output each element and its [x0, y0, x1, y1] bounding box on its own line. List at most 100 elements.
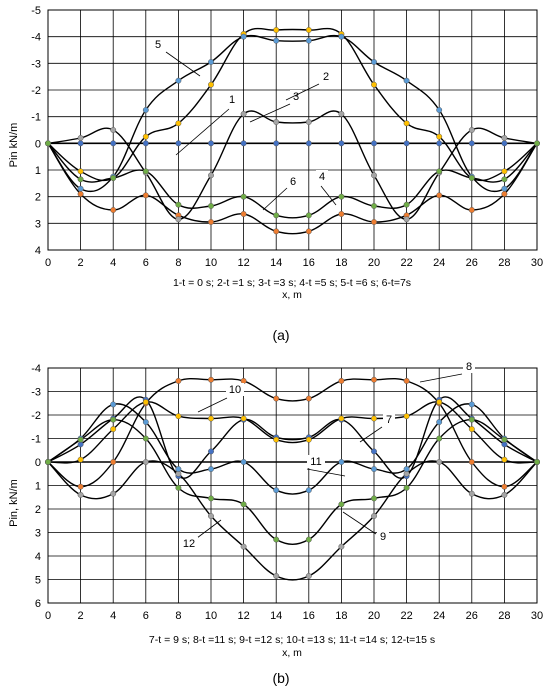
data-point-4 [403, 120, 410, 127]
annotation-background [316, 170, 328, 183]
data-point-4 [175, 120, 182, 127]
series-line-10 [47, 401, 538, 464]
x-axis-label-b: x, m [282, 647, 302, 659]
data-point-2 [142, 192, 149, 199]
data-point-9 [240, 543, 247, 550]
data-point-9 [436, 459, 443, 465]
annotation-leader [175, 108, 230, 156]
data-point-8 [501, 483, 508, 490]
data-point-5 [273, 37, 280, 44]
data-point-5 [501, 185, 508, 192]
series-line-9 [47, 460, 538, 581]
data-point-9 [371, 513, 377, 519]
x-tick-label: 12 [237, 257, 249, 269]
data-point-3 [273, 119, 280, 125]
data-point-6 [338, 193, 345, 200]
x-tick-label: 20 [368, 610, 380, 622]
data-point-1 [468, 140, 475, 147]
annotation-leader [262, 187, 288, 211]
annotation-background [377, 530, 389, 543]
plot-frame [47, 9, 538, 251]
x-tick-label: 26 [466, 610, 478, 622]
annotation-leader [342, 511, 377, 535]
data-point-6 [468, 175, 475, 181]
series-line-12 [47, 418, 538, 545]
annotation-background [383, 413, 395, 426]
data-point-12 [468, 416, 475, 423]
data-point-1 [110, 140, 117, 147]
data-point-1 [240, 140, 247, 147]
y-tick-label: -1 [31, 112, 41, 124]
series-line-5 [47, 34, 538, 193]
data-point-1 [305, 140, 312, 147]
x-tick-label: 14 [270, 610, 282, 622]
x-tick-label: 4 [110, 610, 116, 622]
data-point-12 [534, 459, 540, 465]
data-point-3 [403, 216, 410, 223]
data-point-4 [273, 27, 280, 33]
series-line-8 [47, 378, 538, 488]
data-point-4 [501, 168, 508, 175]
annotation-label: 9 [380, 531, 386, 543]
data-point-1 [273, 140, 280, 147]
data-point-2 [273, 228, 280, 235]
y-tick-label: -2 [31, 410, 41, 422]
y-tick-label: -4 [31, 363, 41, 375]
x-tick-label: 14 [270, 257, 282, 269]
x-tick-label: 2 [78, 257, 84, 269]
data-point-1 [208, 140, 214, 147]
y-tick-label: 0 [35, 457, 41, 469]
y-tick-label: -3 [31, 58, 41, 70]
data-point-6 [371, 203, 377, 209]
annotation-label: 10 [229, 384, 241, 396]
data-point-2 [436, 192, 443, 199]
data-point-2 [305, 228, 312, 235]
data-point-5 [305, 37, 312, 44]
y-tick-label: 1 [35, 481, 41, 493]
data-point-3 [305, 119, 312, 125]
y-tick-label: -2 [31, 85, 41, 97]
y-tick-label: 4 [35, 245, 41, 257]
annotation-background [226, 93, 238, 106]
data-point-6 [77, 176, 84, 183]
x-tick-label: 12 [237, 610, 249, 622]
x-tick-label: 18 [335, 257, 347, 269]
y-tick-labels-a: -5 -4 -3 -2 -1 0 1 2 3 4 [31, 5, 41, 257]
data-point-10 [77, 456, 84, 463]
data-point-2 [77, 191, 84, 197]
data-point-2 [468, 207, 475, 213]
data-point-6 [142, 168, 149, 175]
data-point-3 [77, 135, 84, 141]
data-point-8 [77, 483, 84, 490]
data-point-10 [240, 415, 247, 422]
data-point-4 [371, 81, 377, 88]
data-point-8 [175, 377, 182, 384]
x-tick-label: 18 [335, 610, 347, 622]
data-point-10 [175, 413, 182, 420]
data-point-11 [436, 419, 443, 425]
x-tick-labels-a: 0 2 4 6 8 10 12 14 16 18 20 22 24 26 28 30 [45, 257, 543, 269]
data-point-1 [501, 140, 508, 147]
data-point-12 [338, 501, 345, 508]
x-tick-label: 8 [175, 610, 181, 622]
annotation-leader [197, 397, 228, 413]
y-tick-label: -3 [31, 387, 41, 399]
x-tick-label: 16 [303, 257, 315, 269]
data-point-9 [142, 459, 149, 465]
data-point-1 [338, 140, 345, 147]
grid-b [47, 367, 538, 604]
x-tick-label: 24 [433, 257, 445, 269]
data-point-7 [371, 448, 377, 455]
data-point-9 [77, 491, 84, 498]
data-point-2 [240, 211, 247, 217]
caption-a: 1-t = 0 s; 2-t =1 s; 3-t =3 s; 4-t =5 s;… [173, 277, 411, 289]
data-point-5 [403, 77, 410, 84]
data-point-10 [371, 415, 377, 422]
data-point-12 [240, 501, 247, 508]
annotation-label: 8 [466, 361, 472, 373]
series-points-a [45, 27, 540, 235]
annotation-leader [165, 51, 201, 77]
x-tick-label: 0 [45, 610, 51, 622]
data-point-8 [240, 377, 247, 384]
